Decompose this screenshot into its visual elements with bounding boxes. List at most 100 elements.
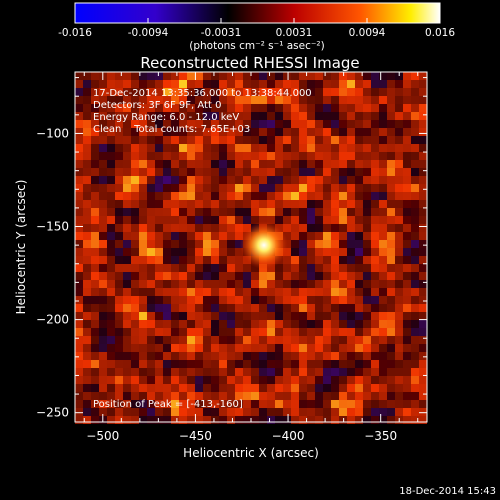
heatmap-cell [99, 96, 107, 104]
heatmap-cell [219, 104, 227, 112]
heatmap-cell [107, 184, 115, 192]
heatmap-cell [379, 152, 387, 160]
heatmap-cell [291, 272, 299, 280]
heatmap-cell [187, 208, 195, 216]
heatmap-cell [155, 208, 163, 216]
heatmap-cell [139, 256, 147, 264]
heatmap-cell [163, 200, 171, 208]
heatmap-cell [155, 384, 163, 392]
heatmap-cell [275, 416, 283, 424]
heatmap-cell [139, 360, 147, 368]
heatmap-cell [227, 312, 235, 320]
heatmap-cell [187, 400, 195, 408]
x-tick-label: −450 [179, 429, 212, 443]
heatmap-cell [179, 264, 187, 272]
heatmap-cell [203, 296, 211, 304]
heatmap-cell [363, 88, 371, 96]
heatmap-cell [235, 152, 243, 160]
heatmap-cell [107, 208, 115, 216]
heatmap-cell [291, 288, 299, 296]
heatmap-cell [419, 304, 427, 312]
heatmap-cell [187, 344, 195, 352]
heatmap-cell [179, 296, 187, 304]
heatmap-cell [163, 136, 171, 144]
heatmap-cell [219, 88, 227, 96]
heatmap-cell [131, 320, 139, 328]
heatmap-cell [323, 320, 331, 328]
heatmap-cell [131, 328, 139, 336]
heatmap-cell [203, 216, 211, 224]
heatmap-cell [371, 168, 379, 176]
heatmap-cell [179, 320, 187, 328]
heatmap-cell [259, 344, 267, 352]
heatmap-cell [251, 296, 259, 304]
x-axis: −500 −450 −400 −350 [83, 72, 419, 443]
heatmap-cell [235, 208, 243, 216]
heatmap-cell [291, 224, 299, 232]
heatmap-cell [323, 168, 331, 176]
heatmap-cell [403, 176, 411, 184]
heatmap-cell [131, 368, 139, 376]
heatmap-cell [195, 320, 203, 328]
heatmap-cell [291, 344, 299, 352]
heatmap-cell [315, 96, 323, 104]
heatmap-cell [387, 72, 395, 80]
heatmap-cell [419, 192, 427, 200]
heatmap-cell [291, 176, 299, 184]
heatmap-cell [123, 88, 131, 96]
heatmap-cell [283, 384, 291, 392]
heatmap-cell [115, 168, 123, 176]
heatmap-cell [163, 208, 171, 216]
heatmap-cell [291, 280, 299, 288]
heatmap-cell [75, 128, 83, 136]
heatmap-cell [299, 112, 307, 120]
heatmap-cell [355, 192, 363, 200]
heatmap-cell [411, 264, 419, 272]
heatmap-cell [371, 264, 379, 272]
heatmap-cell [235, 168, 243, 176]
heatmap-cell [91, 96, 99, 104]
heatmap-cell [139, 112, 147, 120]
heatmap-cell [347, 104, 355, 112]
heatmap-cell [331, 272, 339, 280]
heatmap-cell [91, 72, 99, 80]
y-axis-label: Heliocentric Y (arcsec) [14, 180, 28, 315]
heatmap-cell [379, 136, 387, 144]
heatmap-cell [203, 272, 211, 280]
heatmap-cell [355, 96, 363, 104]
heatmap-cell [363, 120, 371, 128]
heatmap-cell [163, 360, 171, 368]
heatmap-cell [171, 240, 179, 248]
heatmap-cell [267, 376, 275, 384]
heatmap-cell [75, 264, 83, 272]
heatmap-cell [171, 208, 179, 216]
heatmap-cell [227, 408, 235, 416]
heatmap-cell [259, 208, 267, 216]
heatmap-cell [179, 136, 187, 144]
heatmap-cell [91, 264, 99, 272]
heatmap-cell [283, 88, 291, 96]
heatmap-cell [219, 352, 227, 360]
heatmap-cell [259, 128, 267, 136]
heatmap-cell [187, 368, 195, 376]
heatmap-cell [267, 192, 275, 200]
heatmap-cell [131, 168, 139, 176]
heatmap-cell [83, 216, 91, 224]
heatmap-cell [355, 152, 363, 160]
heatmap-cell [147, 120, 155, 128]
heatmap-cell [347, 136, 355, 144]
heatmap-cell [339, 152, 347, 160]
heatmap-cell [91, 416, 99, 424]
heatmap-cell [235, 376, 243, 384]
heatmap-cell [219, 120, 227, 128]
heatmap-cell [83, 344, 91, 352]
heatmap-cell [91, 168, 99, 176]
heatmap-cell [131, 288, 139, 296]
heatmap-cell [219, 80, 227, 88]
heatmap-cell [235, 336, 243, 344]
heatmap-cell [395, 224, 403, 232]
heatmap-cell [187, 176, 195, 184]
heatmap-cell [163, 224, 171, 232]
heatmap-cell [235, 72, 243, 80]
heatmap-cell [179, 280, 187, 288]
